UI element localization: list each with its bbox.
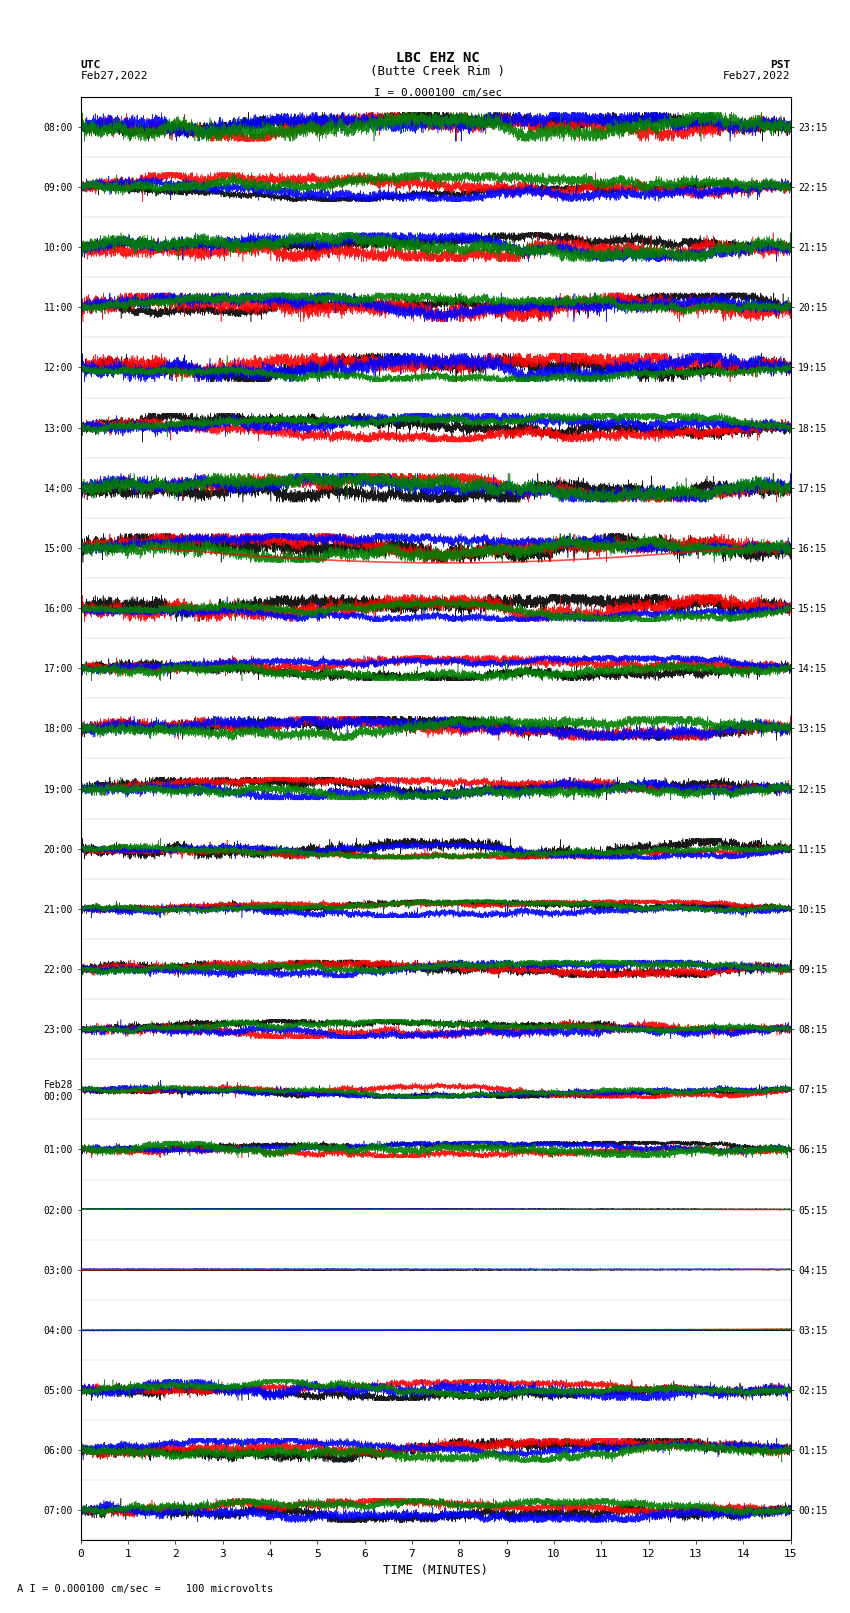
Text: PST: PST bbox=[770, 60, 790, 69]
Text: I = 0.000100 cm/sec: I = 0.000100 cm/sec bbox=[374, 87, 502, 98]
Text: Feb27,2022: Feb27,2022 bbox=[81, 71, 148, 81]
Text: UTC: UTC bbox=[81, 60, 101, 69]
Text: A I = 0.000100 cm/sec =    100 microvolts: A I = 0.000100 cm/sec = 100 microvolts bbox=[17, 1584, 273, 1594]
Text: LBC EHZ NC: LBC EHZ NC bbox=[396, 52, 479, 65]
Text: Feb27,2022: Feb27,2022 bbox=[723, 71, 791, 81]
X-axis label: TIME (MINUTES): TIME (MINUTES) bbox=[383, 1563, 488, 1576]
Text: (Butte Creek Rim ): (Butte Creek Rim ) bbox=[371, 65, 505, 77]
